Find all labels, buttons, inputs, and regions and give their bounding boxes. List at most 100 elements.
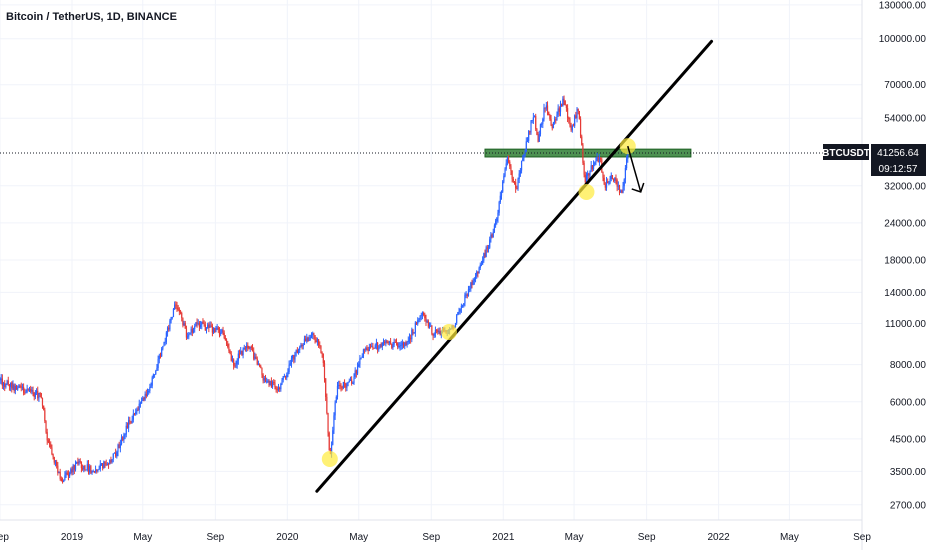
candle-body	[312, 333, 314, 336]
candle-body	[216, 327, 218, 330]
candle-body	[557, 108, 559, 115]
candle-body	[505, 163, 507, 169]
candle-body	[152, 374, 155, 378]
candle-body	[264, 378, 267, 383]
candle-body	[603, 177, 605, 185]
candle-body	[172, 308, 175, 317]
candle-body	[53, 457, 55, 463]
candle-body	[487, 247, 490, 249]
candle-body	[369, 346, 372, 348]
candle-body	[78, 461, 80, 464]
candle-body	[105, 463, 107, 465]
candle-body	[459, 308, 461, 312]
highlight-marker	[321, 451, 338, 468]
candle-body	[509, 161, 511, 167]
candle-body	[491, 234, 493, 238]
projection-arrow[interactable]	[627, 145, 645, 193]
candle-body	[513, 181, 516, 183]
candle-body	[484, 253, 486, 257]
candle-body	[355, 370, 357, 374]
candle-body	[207, 324, 209, 329]
candle-body	[587, 173, 589, 176]
candle-body	[256, 358, 258, 365]
candle-body	[58, 472, 60, 473]
candle-body	[372, 346, 374, 348]
candle-body	[130, 421, 132, 423]
candle-body	[112, 453, 114, 460]
candle-body	[19, 385, 21, 387]
x-tick-label: 2019	[61, 532, 84, 543]
candle-body	[159, 355, 162, 357]
candle-body	[247, 345, 249, 349]
candle-body	[6, 380, 8, 385]
candle-body	[46, 432, 48, 441]
candle-body	[116, 451, 118, 457]
candle-body	[144, 393, 146, 400]
candle-body	[605, 181, 608, 188]
candle-body	[360, 357, 362, 359]
candle-body	[302, 344, 304, 347]
candle-body	[280, 383, 282, 390]
candles[interactable]	[0, 95, 629, 484]
candle-body	[621, 190, 623, 193]
candle-body	[242, 348, 244, 356]
candle-body	[477, 271, 479, 274]
candle-body	[375, 342, 378, 346]
candle-body	[279, 387, 281, 390]
candle-body	[72, 465, 74, 473]
candle-body	[198, 322, 201, 328]
candle-body	[602, 171, 604, 178]
candle-body	[0, 380, 1, 381]
candle-body	[423, 313, 425, 315]
x-tick-label: May	[780, 532, 799, 543]
candle-body	[178, 309, 180, 313]
candle-body	[290, 358, 293, 364]
candle-body	[306, 337, 308, 342]
candle-body	[353, 376, 355, 384]
candle-body	[623, 179, 625, 187]
candle-body	[257, 364, 260, 366]
x-tick-label: 2021	[492, 532, 515, 543]
candle-body	[351, 379, 353, 384]
candle-body	[246, 345, 248, 349]
highlight-markers[interactable]	[321, 138, 636, 468]
candle-body	[174, 304, 176, 309]
candle-body	[284, 376, 287, 378]
candle-body	[270, 380, 273, 387]
candle-body	[189, 332, 191, 335]
candle-body	[60, 478, 62, 482]
candle-body	[622, 186, 624, 193]
candle-body	[200, 324, 202, 328]
candle-body	[562, 98, 564, 107]
candle-body	[319, 345, 321, 347]
candle-body	[328, 432, 330, 451]
candle-body	[492, 231, 494, 238]
y-tick-label: 70000.00	[884, 80, 926, 91]
candle-body	[107, 464, 110, 465]
candle-body	[339, 385, 341, 387]
candle-body	[124, 434, 126, 436]
time-axis[interactable]: Sep 2019 May Sep 2020 May Sep 2021 May Sep 2022 May…	[0, 519, 871, 543]
candle-body	[485, 247, 487, 257]
trendline[interactable]	[315, 39, 714, 493]
candle-body	[155, 370, 157, 375]
candle-body	[496, 218, 498, 222]
price-axis[interactable]: 130000.00 100000.00 70000.00 54000.00 32000.…	[861, 0, 926, 550]
candle-body	[187, 336, 189, 338]
candle-body	[301, 345, 303, 347]
candle-body	[310, 335, 313, 338]
candle-body	[269, 380, 271, 386]
candle-body	[260, 366, 262, 368]
candle-body	[616, 180, 618, 187]
candle-body	[346, 383, 348, 388]
candle-body	[568, 117, 570, 120]
candle-body	[373, 347, 375, 349]
candle-body	[380, 344, 382, 347]
trendline-path	[315, 39, 714, 493]
candle-body	[315, 340, 317, 343]
candle-body	[537, 134, 539, 142]
candle-body	[24, 392, 26, 394]
candle-body	[65, 472, 67, 476]
candle-body	[25, 391, 27, 394]
